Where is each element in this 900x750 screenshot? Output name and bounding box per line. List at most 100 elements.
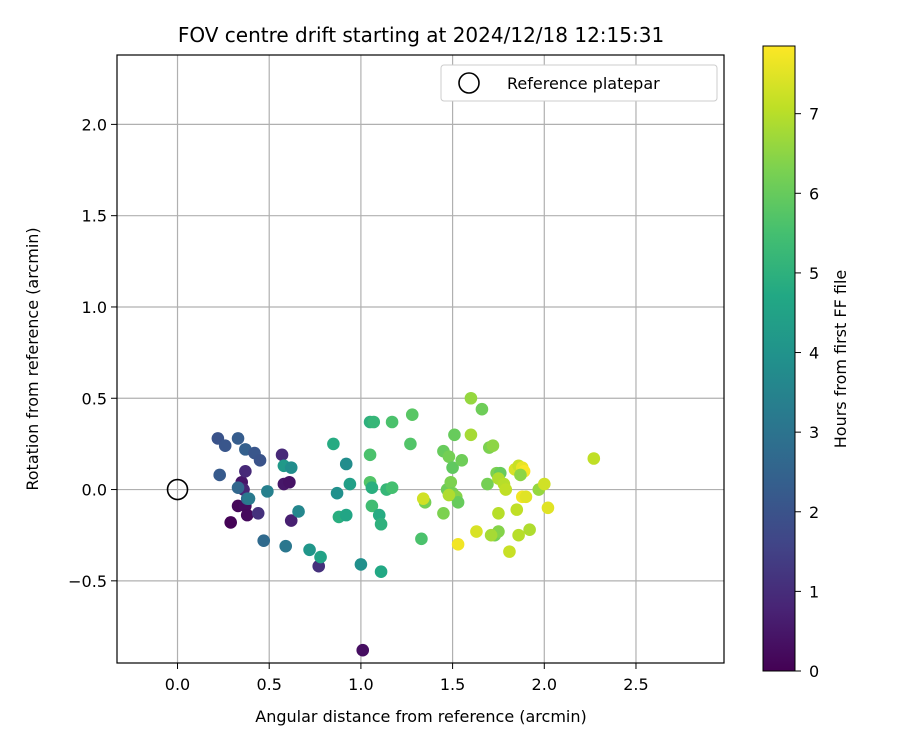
plot-area (117, 55, 724, 663)
data-point (523, 523, 536, 537)
data-point (484, 528, 498, 542)
data-point (470, 525, 483, 538)
data-point (499, 483, 513, 496)
data-point (587, 452, 601, 465)
data-point (492, 506, 505, 520)
colorbar-tick-label: 7 (809, 105, 819, 124)
data-point (239, 464, 252, 478)
data-point (339, 508, 353, 522)
data-point (339, 457, 353, 471)
legend: Reference platepar (440, 64, 718, 102)
data-point (464, 391, 478, 405)
data-point (231, 432, 245, 445)
y-tick-label: −0.5 (68, 572, 107, 591)
data-point (444, 475, 458, 489)
data-point (437, 506, 450, 520)
data-point (374, 517, 388, 531)
legend-box (440, 64, 718, 102)
data-point (365, 499, 379, 513)
data-point (512, 528, 525, 542)
data-point (327, 437, 340, 451)
data-point (365, 481, 379, 495)
x-axis-label: Angular distance from reference (arcmin) (255, 707, 586, 726)
data-point (448, 428, 461, 442)
grid (117, 55, 724, 663)
data-point (292, 505, 305, 518)
reference-platepar-marker (166, 478, 189, 501)
data-point (451, 538, 465, 551)
colorbar: 0 1 2 3 4 5 6 7 Hours from first FF file (762, 45, 850, 681)
data-point (475, 402, 489, 416)
data-point (213, 468, 226, 482)
data-point (510, 503, 524, 516)
data-point (279, 539, 293, 553)
data-point (275, 448, 289, 462)
data-point (314, 550, 327, 564)
data-point (303, 543, 316, 557)
data-point (464, 428, 478, 442)
y-axis-ticks: −0.5 0.0 0.5 1.0 1.5 2.0 (68, 115, 117, 591)
data-point (231, 481, 245, 495)
data-point (519, 490, 533, 504)
colorbar-tick-label: 3 (809, 423, 819, 442)
data-point (446, 461, 459, 474)
data-point (486, 439, 500, 453)
data-points (211, 391, 601, 657)
data-point (257, 534, 271, 547)
legend-label: Reference platepar (507, 74, 660, 93)
data-point (481, 477, 494, 491)
data-point (253, 454, 267, 467)
data-point (374, 565, 388, 579)
data-point (404, 437, 417, 451)
data-point (405, 408, 419, 421)
y-tick-label: 0.5 (82, 389, 107, 408)
x-tick-label: 0.5 (256, 675, 281, 694)
data-point (240, 508, 254, 522)
x-tick-label: 2.5 (623, 675, 648, 694)
plot-frame (116, 54, 725, 664)
data-point (415, 532, 428, 546)
y-tick-label: 0.0 (82, 481, 107, 500)
data-point (451, 496, 465, 509)
data-point (261, 485, 274, 498)
colorbar-label: Hours from first FF file (831, 270, 850, 449)
data-point (242, 492, 256, 505)
colorbar-ticks: 0 1 2 3 4 5 6 7 (795, 105, 819, 681)
colorbar-tick-label: 5 (809, 264, 819, 283)
data-point (218, 439, 232, 453)
colorbar-tick-label: 4 (809, 344, 819, 363)
data-point (283, 475, 296, 489)
data-point (356, 643, 370, 657)
y-axis-label: Rotation from reference (arcmin) (23, 227, 42, 490)
data-point (537, 477, 551, 491)
data-point (416, 492, 430, 505)
data-point (330, 486, 344, 500)
data-point (284, 514, 298, 527)
data-point (363, 448, 377, 462)
y-tick-label: 1.0 (82, 298, 107, 317)
colorbar-tick-label: 0 (809, 662, 819, 681)
x-tick-label: 1.0 (348, 675, 373, 694)
data-point (455, 454, 469, 467)
data-point (442, 488, 456, 502)
data-point (442, 450, 456, 463)
colorbar-tick-label: 1 (809, 582, 819, 601)
x-axis-ticks: 0.0 0.5 1.0 1.5 2.0 2.5 (165, 663, 649, 694)
data-point (385, 415, 399, 429)
x-tick-label: 2.0 (532, 675, 557, 694)
y-tick-label: 2.0 (82, 115, 107, 134)
x-tick-label: 1.5 (440, 675, 465, 694)
data-point (514, 468, 527, 482)
data-point (284, 461, 298, 474)
y-tick-label: 1.5 (82, 207, 107, 226)
data-point (367, 415, 381, 429)
data-point (385, 481, 399, 495)
colorbar-tick-label: 6 (809, 184, 819, 203)
data-point (354, 558, 368, 571)
data-point (503, 545, 516, 558)
data-point (541, 501, 555, 515)
colorbar-tick-label: 2 (809, 503, 819, 522)
legend-marker-icon (458, 72, 480, 94)
x-tick-label: 0.0 (165, 675, 190, 694)
